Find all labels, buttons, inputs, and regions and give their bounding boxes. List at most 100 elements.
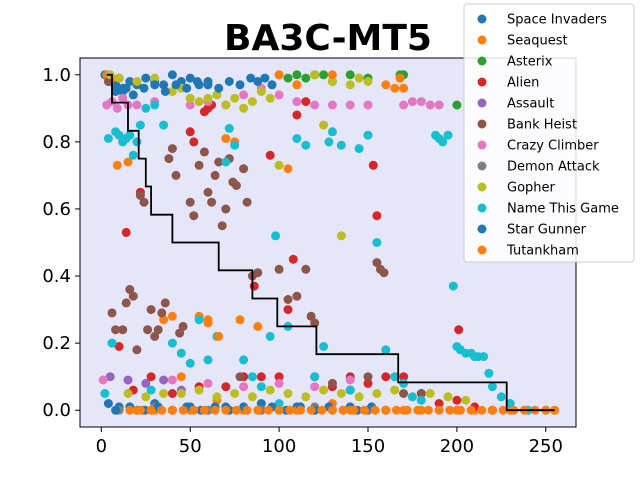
legend-label: Tutankham (506, 244, 579, 259)
point-series-9-39 (354, 144, 364, 154)
point-series-1-7 (159, 315, 169, 325)
point-series-3-16 (265, 150, 275, 160)
point-series-9-23 (230, 140, 240, 150)
point-series-5-6 (128, 291, 138, 301)
point-series-10-0 (111, 87, 121, 96)
legend-label: Crazy Climber (507, 139, 599, 154)
legend-marker (477, 203, 487, 213)
point-series-8-11 (230, 93, 240, 103)
point-series-8-21 (345, 80, 355, 90)
point-series-5-25 (203, 187, 213, 197)
legend-marker (477, 14, 487, 24)
median-step-line (106, 73, 555, 412)
point-series-11-5 (178, 405, 188, 415)
legend-box (463, 3, 635, 263)
point-series-8-1 (114, 73, 124, 83)
point-series-10-3 (139, 83, 149, 93)
point-series-11-23 (370, 405, 380, 415)
point-series-3-6 (185, 127, 195, 137)
legend-marker (477, 119, 487, 129)
point-series-8-4 (167, 87, 177, 96)
point-series-11-48 (381, 80, 391, 90)
point-series-11-28 (423, 405, 433, 415)
point-series-6-18 (345, 100, 355, 110)
point-series-10-8 (192, 77, 202, 86)
point-series-5-2 (111, 325, 121, 335)
point-series-9-46 (416, 395, 426, 405)
point-series-3-17 (274, 372, 284, 382)
point-series-11-32 (466, 405, 476, 415)
y-axis: 0.0 0.2 0.4 0.6 0.8 1.0 (42, 65, 80, 421)
point-series-6-19 (363, 100, 373, 110)
point-series-9-21 (221, 157, 231, 167)
point-series-9-38 (345, 385, 355, 395)
point-series-8-28 (194, 385, 204, 395)
point-series-9-35 (324, 137, 334, 147)
point-series-11-50 (395, 73, 405, 83)
point-series-6-8 (167, 375, 177, 385)
point-series-2-3 (301, 73, 311, 83)
point-series-8-38 (372, 389, 382, 398)
legend-marker (477, 77, 487, 87)
point-series-8-10 (221, 100, 231, 110)
point-series-5-35 (239, 164, 249, 174)
point-series-6-20 (399, 100, 409, 110)
point-series-6-14 (274, 90, 284, 100)
point-series-3-0 (114, 342, 124, 351)
point-series-3-20 (292, 110, 302, 120)
point-series-11-8 (210, 405, 220, 415)
point-series-11-41 (203, 315, 213, 325)
point-series-2-5 (319, 70, 329, 80)
point-series-10-12 (235, 80, 245, 90)
point-series-10-9 (203, 80, 213, 90)
point-series-11-30 (445, 405, 455, 415)
point-series-10-11 (224, 77, 234, 86)
point-series-10-4 (150, 80, 160, 90)
point-series-11-19 (327, 405, 337, 415)
point-series-5-41 (292, 291, 302, 301)
point-series-6-12 (239, 90, 249, 100)
point-series-8-29 (212, 392, 222, 402)
point-series-9-28 (271, 231, 281, 241)
legend: Space Invaders Seaquest Asterix Alien Assaul… (463, 3, 635, 263)
point-series-9-34 (319, 342, 329, 351)
point-series-5-4 (121, 298, 131, 308)
point-series-9-62 (505, 399, 515, 408)
point-series-6-0 (98, 375, 108, 385)
point-series-5-9 (139, 197, 149, 207)
point-series-0-2 (111, 80, 121, 90)
point-series-5-26 (207, 197, 217, 207)
point-series-3-31 (434, 399, 444, 408)
point-series-9-25 (247, 372, 257, 382)
y-tick-label: 0.0 (42, 400, 71, 421)
x-tick-label: 200 (440, 436, 474, 457)
point-series-9-15 (167, 338, 177, 348)
point-series-8-35 (319, 385, 329, 395)
point-series-1-2 (112, 160, 122, 170)
point-series-8-3 (150, 73, 160, 83)
legend-label: Gopher (507, 181, 556, 196)
y-tick-label: 0.6 (42, 199, 71, 220)
point-series-5-42 (301, 264, 311, 274)
point-series-9-51 (448, 281, 458, 291)
point-series-5-7 (132, 345, 142, 355)
legend-marker (477, 161, 487, 171)
point-series-2-2 (292, 70, 302, 80)
point-series-3-1 (121, 227, 131, 237)
point-series-9-26 (256, 382, 266, 392)
point-series-9-7 (125, 130, 135, 140)
point-series-5-16 (164, 154, 174, 164)
legend-label: Demon Attack (507, 160, 600, 175)
point-series-9-14 (159, 120, 169, 130)
point-series-3-18 (283, 305, 293, 315)
point-series-8-19 (327, 77, 337, 86)
point-series-8-6 (185, 93, 195, 103)
x-tick-label: 250 (529, 436, 563, 457)
point-series-5-20 (178, 321, 188, 331)
point-series-9-24 (239, 355, 249, 365)
point-series-11-45 (274, 70, 284, 80)
point-series-5-40 (283, 295, 293, 304)
legend-marker (477, 245, 487, 255)
legend-marker (477, 224, 487, 234)
point-series-4-2 (141, 378, 151, 388)
